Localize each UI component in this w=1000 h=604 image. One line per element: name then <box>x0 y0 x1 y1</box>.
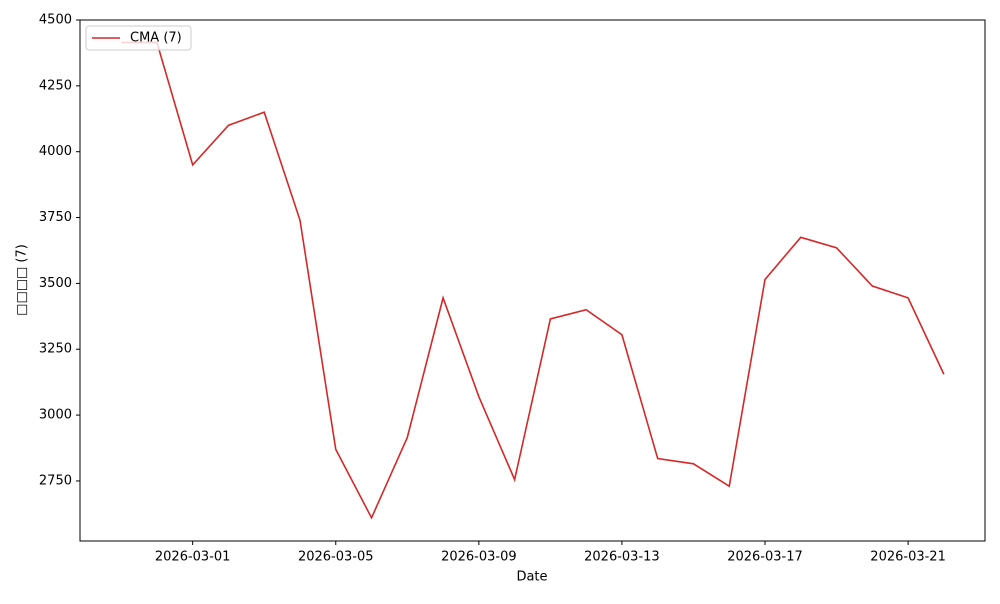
y-tick-label: 4500 <box>39 13 72 28</box>
x-tick-label: 2026-03-01 <box>155 550 231 565</box>
y-tick-label: 3500 <box>39 276 72 291</box>
legend-box <box>85 25 192 51</box>
y-tick-label: 3250 <box>39 342 72 357</box>
y-tick-label: 2750 <box>39 473 72 488</box>
line-series <box>121 41 945 520</box>
x-axis-label: Date <box>516 570 547 585</box>
y-tick-label: 3750 <box>39 210 72 225</box>
x-tick-label: 2026-03-05 <box>298 550 374 565</box>
legend-label: CMA (7) <box>130 31 182 46</box>
y-tick-label: 4000 <box>39 144 72 159</box>
x-tick-label: 2026-03-13 <box>584 550 660 565</box>
x-tick-label: 2026-03-21 <box>870 550 946 565</box>
y-axis-label: □□□□ (7) <box>15 244 30 316</box>
x-tick-label: 2026-03-17 <box>727 550 803 565</box>
y-tick-label: 3000 <box>39 408 72 423</box>
y-tick-label: 4250 <box>39 78 72 93</box>
x-tick-label: 2026-03-09 <box>441 550 517 565</box>
plot-frame <box>79 19 986 542</box>
